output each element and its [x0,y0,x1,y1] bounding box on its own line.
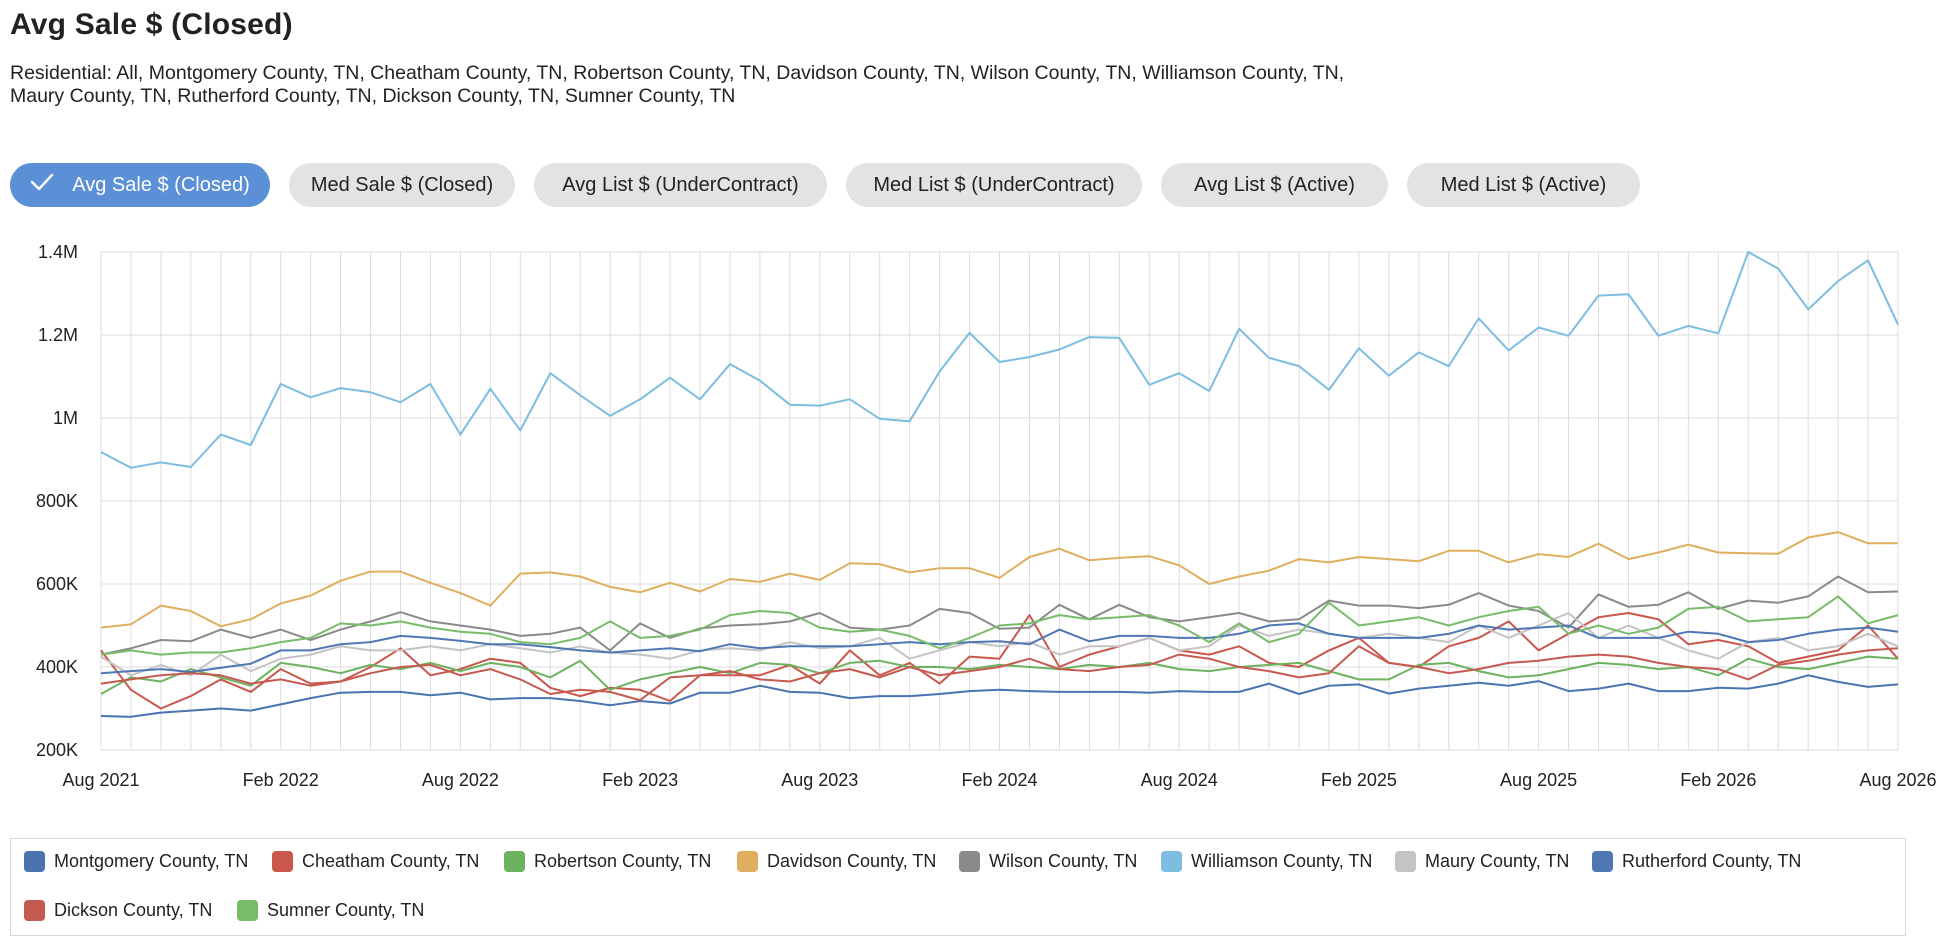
legend-item-maury[interactable]: Maury County, TN [1395,851,1569,872]
series-line-6 [100,251,1899,469]
page-title: Avg Sale $ (Closed) [10,8,293,41]
legend-label: Montgomery County, TN [54,851,249,871]
tab-avg-list-active[interactable]: Avg List $ (Active) [1161,163,1388,207]
legend-label: Davidson County, TN [767,851,937,871]
legend-swatch [272,851,293,872]
legend-swatch [1395,851,1416,872]
legend-swatch [504,851,525,872]
x-tick-label: Aug 2024 [1141,770,1218,790]
legend-item-robertson[interactable]: Robertson County, TN [504,851,711,872]
legend-label: Sumner County, TN [267,900,425,920]
series-line-10 [100,595,1899,656]
check-icon [30,173,54,197]
grid-lines [100,251,1899,751]
x-tick-label: Aug 2021 [62,770,139,790]
series-line-9 [100,645,1899,702]
y-axis: 1.4M 1.2M 1M 800K 600K 400K 200K [36,242,78,760]
series-line-1 [100,674,1899,718]
tab-avg-sale-closed[interactable]: Avg Sale $ (Closed) [10,163,270,207]
x-tick-label: Feb 2026 [1680,770,1756,790]
chart-legend: Montgomery County, TN Cheatham County, T… [10,838,1906,936]
series-line-3 [100,655,1899,695]
series-line-8 [100,622,1899,675]
legend-swatch [1161,851,1182,872]
x-tick-label: Feb 2024 [961,770,1037,790]
x-tick-label: Aug 2022 [422,770,499,790]
legend-label: Wilson County, TN [989,851,1138,871]
tab-label: Avg List $ (Active) [1194,173,1355,196]
legend-item-sumner[interactable]: Sumner County, TN [237,900,424,921]
legend-swatch [237,900,258,921]
legend-label: Williamson County, TN [1191,851,1373,871]
legend-item-williamson[interactable]: Williamson County, TN [1161,851,1372,872]
series-line-2 [100,612,1899,710]
legend-label: Cheatham County, TN [302,851,480,871]
series-line-4 [100,531,1898,629]
x-tick-label: Aug 2023 [781,770,858,790]
tab-label: Avg List $ (UnderContract) [562,173,799,196]
y-tick-label: 1.4M [38,242,78,262]
x-tick-label: Feb 2022 [243,770,319,790]
y-tick-label: 600K [36,574,78,594]
y-tick-label: 200K [36,740,78,760]
tab-med-sale-closed[interactable]: Med Sale $ (Closed) [289,163,515,207]
x-axis: Aug 2021 Feb 2022 Aug 2022 Feb 2023 Aug 2023… [62,770,1936,790]
legend-item-rutherford[interactable]: Rutherford County, TN [1592,851,1801,872]
legend-swatch [24,900,45,921]
tab-label: Med List $ (UnderContract) [873,173,1115,196]
tab-label: Med Sale $ (Closed) [310,173,494,196]
legend-item-cheatham[interactable]: Cheatham County, TN [272,851,479,872]
legend-item-montgomery[interactable]: Montgomery County, TN [24,851,248,872]
legend-item-wilson[interactable]: Wilson County, TN [959,851,1137,872]
x-tick-label: Feb 2025 [1321,770,1397,790]
y-tick-label: 800K [36,491,78,511]
y-tick-label: 1.2M [38,325,78,345]
legend-swatch [1592,851,1613,872]
tab-med-list-active[interactable]: Med List $ (Active) [1407,163,1640,207]
legend-swatch [737,851,758,872]
legend-item-dickson[interactable]: Dickson County, TN [24,900,212,921]
series-lines [100,251,1899,718]
line-chart: 1.4M 1.2M 1M 800K 600K 400K 200K Aug 2021 Feb 2… [36,242,1937,790]
tab-label: Avg Sale $ (Closed) [72,173,250,196]
legend-label: Robertson County, TN [534,851,712,871]
y-tick-label: 400K [36,657,78,677]
series-line-5 [100,575,1899,656]
legend-item-davidson[interactable]: Davidson County, TN [737,851,936,872]
tab-label: Med List $ (Active) [1440,173,1607,196]
y-tick-label: 1M [53,408,78,428]
x-tick-label: Aug 2026 [1859,770,1936,790]
x-tick-label: Feb 2023 [602,770,678,790]
tab-med-list-undercontract[interactable]: Med List $ (UnderContract) [846,163,1142,207]
legend-label: Maury County, TN [1425,851,1570,871]
legend-swatch [24,851,45,872]
legend-swatch [959,851,980,872]
legend-label: Dickson County, TN [54,900,213,920]
filter-summary: Residential: All, Montgomery County, TN,… [10,62,1345,107]
legend-label: Rutherford County, TN [1622,851,1802,871]
tab-avg-list-undercontract[interactable]: Avg List $ (UnderContract) [534,163,827,207]
x-tick-label: Aug 2025 [1500,770,1577,790]
